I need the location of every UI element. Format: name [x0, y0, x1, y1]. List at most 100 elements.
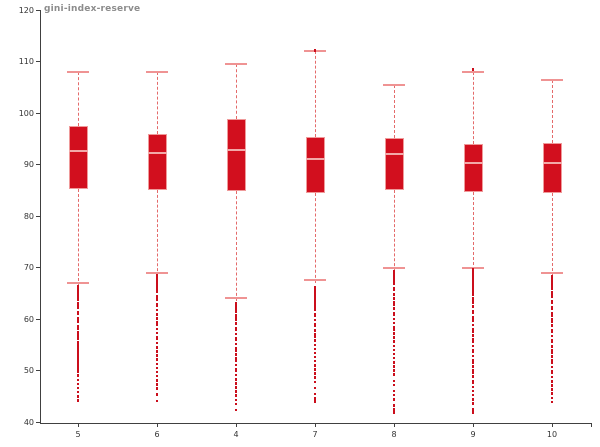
outlier-dot: [76, 335, 80, 338]
outlier-dot: [76, 304, 80, 307]
outlier-dot: [550, 324, 554, 327]
outlier-dot: [76, 298, 80, 301]
outlier-dot: [313, 312, 317, 316]
median-line: [226, 148, 246, 151]
outlier-dot: [550, 287, 554, 290]
upper-whisker-cap: [541, 79, 563, 82]
x-tick: [156, 423, 158, 427]
outlier-dot: [471, 317, 475, 321]
y-tick: [36, 112, 40, 114]
lower-whisker-cap: [541, 271, 563, 274]
x-tick: [77, 423, 79, 427]
outlier-dot: [155, 286, 159, 289]
upper-whisker: [77, 71, 79, 127]
outlier-dot: [392, 328, 396, 331]
outlier-dot: [155, 350, 159, 353]
outlier-dot: [155, 337, 159, 341]
outlier-dot: [471, 369, 475, 372]
median-line: [463, 162, 483, 165]
y-tick: [36, 9, 40, 11]
outlier-dot: [392, 389, 396, 393]
outlier-dot: [471, 293, 475, 296]
outlier-dot: [234, 303, 238, 307]
outlier-dot: [155, 294, 159, 298]
outlier-dot: [392, 411, 396, 414]
outlier-dot: [471, 309, 475, 312]
outlier-dot: [76, 370, 80, 373]
outlier-dot: [76, 349, 80, 353]
outlier-dot: [155, 288, 159, 291]
outlier-dot: [155, 280, 159, 283]
outlier-dot: [155, 317, 159, 320]
outlier-dot: [550, 312, 554, 315]
outlier-dot: [76, 353, 80, 357]
upper-whisker-cap: [225, 63, 247, 66]
y-tick-label: 70: [23, 263, 34, 272]
outlier-dot: [550, 340, 554, 344]
outlier-dot: [392, 282, 396, 286]
outlier-dot: [550, 384, 554, 387]
outlier-dot: [392, 293, 396, 296]
outlier-dot: [76, 337, 80, 340]
outlier-dot: [313, 364, 317, 367]
outlier-dot: [471, 290, 475, 294]
x-tick-label: 10: [546, 430, 558, 439]
x-tick: [314, 423, 316, 427]
outlier-dot: [550, 365, 554, 369]
outlier-dot: [76, 382, 80, 386]
outlier-dot: [471, 348, 475, 352]
outlier-dot: [392, 361, 396, 364]
outlier-dot: [76, 355, 80, 359]
outlier-dot: [234, 342, 238, 346]
outlier-dot: [76, 343, 80, 346]
outlier-dot: [392, 336, 396, 339]
y-tick: [36, 164, 40, 165]
outlier-dot: [313, 49, 317, 52]
outlier-dot: [471, 299, 475, 302]
outlier-dot: [550, 314, 554, 317]
outlier-dot: [471, 379, 475, 383]
outlier-dot: [471, 305, 475, 308]
outlier-dot: [471, 301, 475, 304]
outlier-dot: [234, 369, 238, 373]
outlier-dot: [313, 289, 317, 293]
outlier-dot: [234, 305, 238, 309]
outlier-dot: [155, 362, 159, 366]
outlier-dot: [155, 282, 159, 285]
outlier-dot: [76, 345, 80, 349]
outlier-dot: [392, 325, 396, 329]
outlier-dot: [550, 307, 554, 311]
y-tick-label: 120: [18, 5, 34, 15]
outlier-dot: [471, 371, 475, 374]
outlier-dot: [471, 276, 475, 280]
outlier-dot: [550, 338, 554, 342]
outlier-dot: [76, 310, 80, 314]
outlier-dot: [550, 299, 554, 303]
outlier-dot: [550, 345, 554, 348]
box: [305, 136, 325, 194]
outlier-dot: [313, 294, 317, 297]
outlier-dot: [234, 378, 238, 381]
outlier-dot: [313, 335, 317, 338]
outlier-dot: [234, 390, 238, 393]
outlier-dot: [471, 319, 475, 323]
outlier-dot: [234, 301, 238, 305]
x-axis-end-tick: [591, 423, 592, 427]
outlier-dot: [392, 286, 396, 290]
outlier-dot: [155, 358, 159, 361]
outlier-dot: [392, 340, 396, 343]
outlier-dot: [392, 278, 396, 282]
outlier-dot: [392, 404, 396, 407]
outlier-dot: [313, 333, 317, 336]
outlier-dot: [471, 270, 475, 273]
outlier-dot: [392, 352, 396, 356]
outlier-dot: [550, 281, 554, 284]
outlier-dot: [471, 311, 475, 315]
box: [463, 143, 483, 192]
outlier-dot: [471, 274, 475, 277]
outlier-dot: [471, 315, 475, 319]
outlier-dot: [234, 347, 238, 350]
outlier-dot: [313, 296, 317, 299]
outlier-dot: [392, 373, 396, 376]
y-tick: [36, 267, 40, 268]
